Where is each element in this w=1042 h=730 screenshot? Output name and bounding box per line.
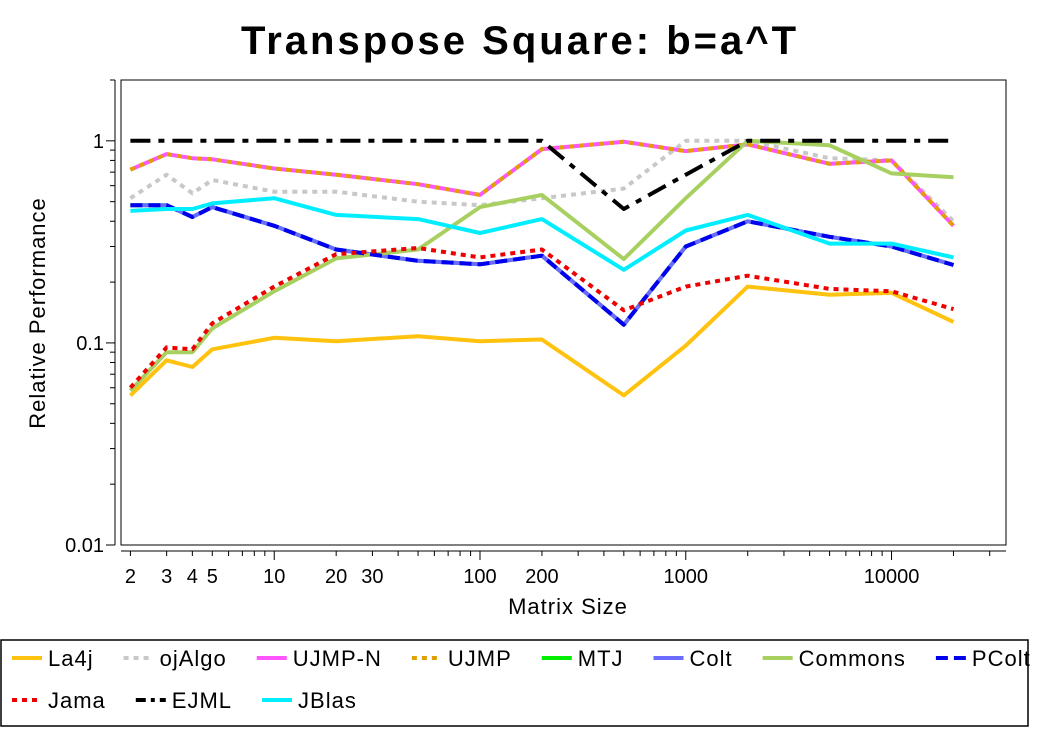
x-tick-label: 30 (361, 566, 383, 588)
x-tick-label: 3 (161, 566, 172, 588)
y-tick-label: 0.01 (65, 535, 104, 557)
legend-label: MTJ (578, 646, 624, 671)
x-tick-label: 4 (187, 566, 198, 588)
y-axis-ticks: 0.01 0.1 1 (65, 79, 115, 557)
legend-label: PColt (972, 646, 1031, 671)
series-layer (128, 138, 955, 398)
legend-label: Colt (690, 646, 733, 671)
x-axis-label: Matrix Size (508, 594, 628, 619)
x-tick-label: 10 (263, 566, 285, 588)
legend-item-commons: Commons (762, 646, 906, 671)
x-tick-label: 2 (125, 566, 136, 588)
plot-area (120, 79, 1007, 546)
legend-label: JBlas (298, 688, 357, 713)
legend-item-colt: Colt (653, 646, 733, 671)
legend-label: Jama (48, 688, 106, 713)
x-tick-label: 10000 (864, 566, 920, 588)
series-line-jblas (130, 196, 954, 272)
series-line-pcolt (130, 203, 955, 327)
legend-label: EJML (172, 688, 232, 713)
series-line-commons (128, 138, 954, 393)
series-line-ujmp (129, 139, 955, 228)
legend-label: Commons (799, 646, 906, 671)
x-tick-label: 200 (525, 566, 558, 588)
legend-item-jblas: JBlas (262, 688, 357, 713)
legend-item-ejml: EJML (135, 688, 232, 713)
legend-label: ojAlgo (160, 646, 227, 671)
x-tick-label: 100 (463, 566, 496, 588)
legend-label: UJMP-N (293, 646, 382, 671)
series-line-la4j (129, 284, 955, 398)
series-line-ojalgo (129, 138, 955, 223)
legend-item-ujmp: UJMP (411, 646, 512, 671)
chart-title: Transpose Square: b=a^T (241, 19, 799, 63)
series-line-jama (128, 246, 955, 390)
legend-item-ujmp-n: UJMP-N (256, 646, 382, 671)
x-tick-label: 20 (325, 566, 347, 588)
legend-item-mtj: MTJ (541, 646, 624, 671)
legend-box (0, 639, 1029, 727)
legend-item-jama: Jama (12, 688, 106, 713)
legend-item-ojalgo: ojAlgo (123, 646, 227, 671)
legend-item-la4j: La4j (12, 646, 94, 671)
series-line-ejml (130, 138, 954, 211)
legend-label: UJMP (448, 646, 512, 671)
legend-label: La4j (48, 646, 94, 671)
x-axis-ticks: 2 3 4 5 10 20 30 100 200 1000 10000 (125, 551, 991, 588)
y-tick-label: 0.1 (76, 333, 104, 355)
legend-item-pcolt: PColt (935, 646, 1031, 671)
x-tick-label: 1000 (664, 566, 709, 588)
x-tick-label: 5 (207, 566, 218, 588)
y-tick-label: 1 (93, 131, 104, 153)
y-axis-label: Relative Performance (25, 197, 50, 429)
legend: La4j ojAlgo UJMP-N UJMP MTJ Colt Commons PColt J… (12, 646, 1031, 713)
